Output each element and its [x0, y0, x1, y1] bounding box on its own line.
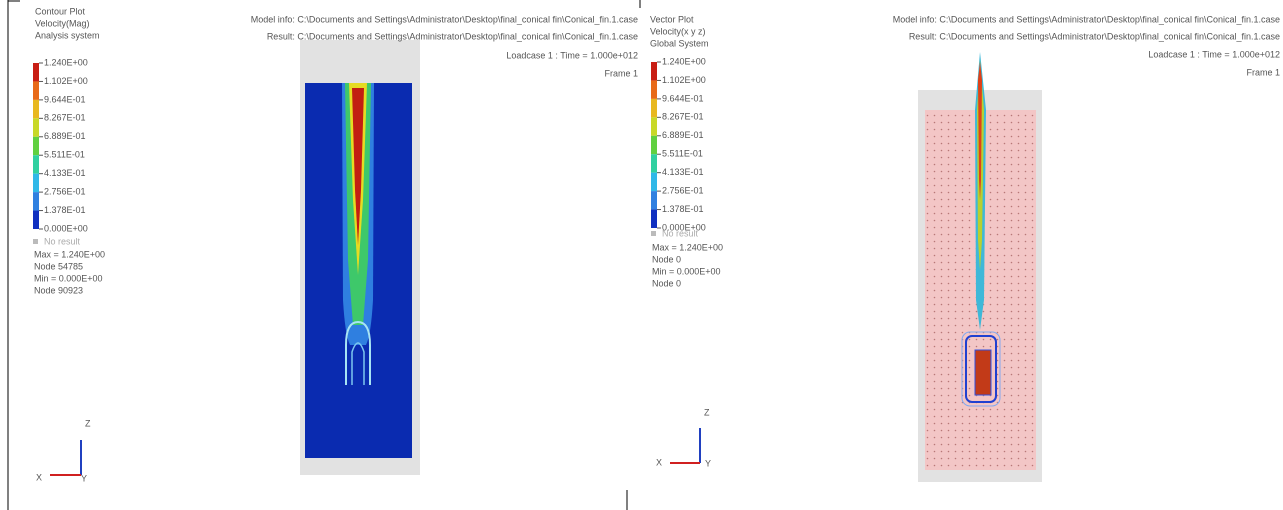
legend-band — [33, 192, 39, 210]
legend-band — [33, 155, 39, 173]
legend-band — [651, 80, 657, 98]
stat: Node 90923 — [34, 285, 83, 295]
legend-band — [33, 100, 39, 118]
legend-label: 9.644E-01 — [44, 94, 86, 104]
vector-plot — [918, 52, 1042, 482]
legend-label: 4.133E-01 — [44, 168, 86, 178]
plot-info: Analysis system — [35, 30, 100, 40]
legend-label: 2.756E-01 — [44, 186, 86, 196]
legend-band — [651, 62, 657, 80]
stat: Min = 0.000E+00 — [34, 273, 103, 283]
legend-band — [33, 81, 39, 99]
legend-label: 4.133E-01 — [662, 167, 704, 177]
legend-label: 2.756E-01 — [662, 185, 704, 195]
no-result: No result — [662, 228, 699, 238]
header-info: Loadcase 1 : Time = 1.000e+012 — [506, 50, 638, 60]
legend-label: 6.889E-01 — [44, 131, 86, 141]
stat: Node 0 — [652, 278, 681, 288]
legend-label: 1.378E-01 — [662, 204, 704, 214]
stat: Max = 1.240E+00 — [652, 242, 723, 252]
legend-band — [651, 210, 657, 228]
legend-label: 1.240E+00 — [44, 57, 88, 67]
legend-label: 5.511E-01 — [44, 150, 85, 160]
stat: Min = 0.000E+00 — [652, 266, 721, 276]
no-result-swatch — [33, 239, 38, 244]
stat: Node 0 — [652, 254, 681, 264]
legend-band — [33, 118, 39, 136]
plot-info: Contour Plot — [35, 6, 86, 16]
legend-band — [33, 137, 39, 155]
legend-label: 5.511E-01 — [662, 149, 703, 159]
stat: Node 54785 — [34, 261, 83, 271]
no-result-swatch — [651, 231, 656, 236]
legend-label: 6.889E-01 — [662, 130, 704, 140]
header-info: Result: C:\Documents and Settings\Admini… — [909, 31, 1280, 41]
plot-info: Vector Plot — [650, 14, 694, 24]
header-info: Loadcase 1 : Time = 1.000e+012 — [1148, 49, 1280, 59]
header-info: Model info: C:\Documents and Settings\Ad… — [893, 14, 1280, 24]
triad-y: Y — [705, 458, 711, 468]
legend-label: 1.102E+00 — [44, 76, 88, 86]
legend-band — [651, 191, 657, 209]
header-info: Frame 1 — [1246, 67, 1280, 77]
plot-info: Velocity(x y z) — [650, 26, 706, 36]
triad-z: Z — [704, 407, 710, 417]
legend-band — [651, 117, 657, 135]
header-info: Model info: C:\Documents and Settings\Ad… — [251, 14, 638, 24]
legend-band — [651, 99, 657, 117]
contour-plot — [300, 40, 420, 475]
no-result: No result — [44, 236, 81, 246]
legend-band — [651, 154, 657, 172]
triad-x: X — [656, 457, 662, 467]
stat: Max = 1.240E+00 — [34, 249, 105, 259]
triad-z: Z — [85, 418, 91, 428]
legend-band — [33, 211, 39, 229]
legend-label: 0.000E+00 — [44, 223, 88, 233]
triad-x: X — [36, 472, 42, 482]
legend-band — [651, 173, 657, 191]
legend-band — [33, 63, 39, 81]
legend-band — [33, 174, 39, 192]
screen: Contour Plot Velocity(Mag) Analysis system… — [0, 0, 1283, 510]
legend-label: 8.267E-01 — [44, 113, 86, 123]
legend-label: 1.378E-01 — [44, 205, 86, 215]
triad-y: Y — [81, 473, 87, 483]
plot-info: Global System — [650, 38, 709, 48]
legend-label: 8.267E-01 — [662, 112, 704, 122]
legend-label: 1.102E+00 — [662, 75, 706, 85]
header-info: Result: C:\Documents and Settings\Admini… — [267, 31, 638, 41]
header-info: Frame 1 — [604, 68, 638, 78]
plot-info: Velocity(Mag) — [35, 18, 90, 28]
legend-band — [651, 136, 657, 154]
legend-label: 1.240E+00 — [662, 56, 706, 66]
legend-label: 9.644E-01 — [662, 93, 704, 103]
